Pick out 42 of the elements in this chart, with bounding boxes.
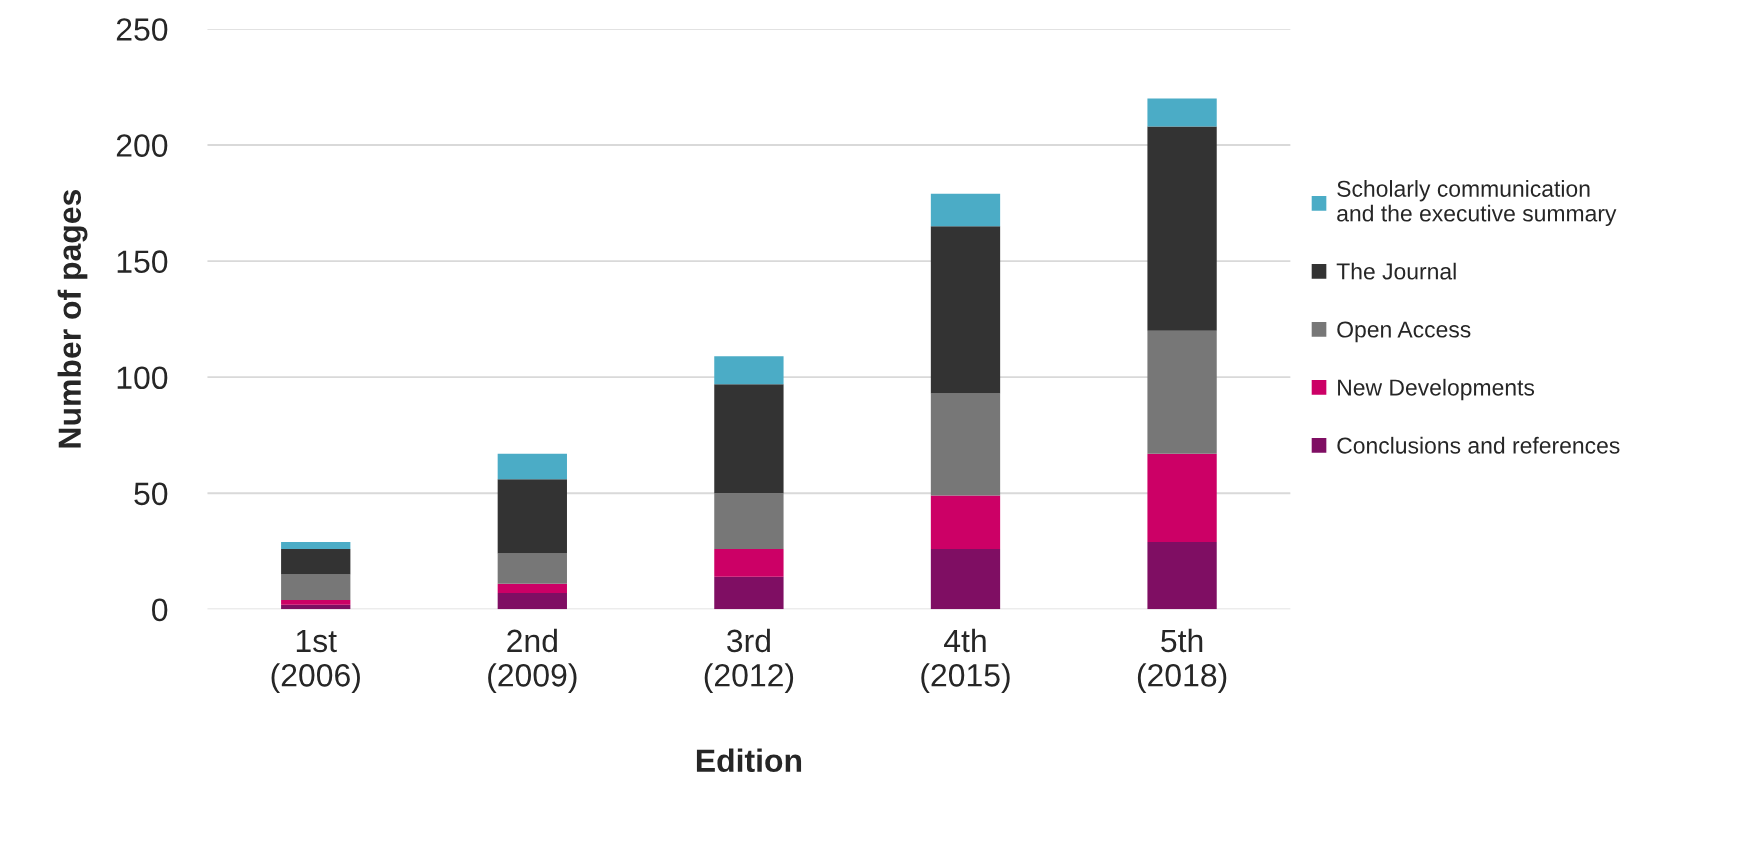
- bar: [281, 600, 351, 605]
- bar: [714, 548, 784, 577]
- bar: [930, 393, 1001, 496]
- bar: [714, 493, 784, 549]
- bar: [497, 583, 567, 594]
- bar: [1147, 453, 1217, 542]
- bar: [1147, 330, 1217, 454]
- legend-label: Scholarly communication and the executive summary: [1337, 180, 1617, 227]
- y-tick-label: 0: [152, 598, 168, 622]
- bar: [281, 574, 351, 601]
- y-tick-label: 100: [117, 366, 168, 390]
- y-tick-label: 250: [116, 18, 168, 41]
- y-tick-label: 50: [134, 482, 168, 506]
- legend-label: New Developments: [1338, 378, 1535, 401]
- bar: [281, 541, 351, 549]
- bar: [497, 553, 567, 584]
- bar: [714, 576, 784, 610]
- bar: [1147, 98, 1217, 127]
- x-axis-title: Edition: [696, 748, 802, 772]
- legend-label: Open Access: [1337, 321, 1471, 343]
- bar: [930, 193, 1001, 227]
- bar: [497, 593, 567, 610]
- legend-label: The Journal: [1336, 262, 1456, 280]
- y-tick-label: 200: [116, 134, 168, 157]
- bar: [714, 384, 784, 494]
- bar: [714, 356, 784, 385]
- bar: [930, 226, 1001, 394]
- x-tick-label: 1st (2006): [271, 629, 360, 693]
- x-tick-label: 2nd (2009): [488, 628, 577, 693]
- x-tick-label: 4th (2015): [921, 628, 1010, 693]
- x-tick-label: 5th (2018): [1137, 628, 1227, 693]
- bar: [497, 453, 567, 480]
- y-axis-title: Number of pages: [57, 189, 88, 448]
- x-tick-label: 3rd (2012): [704, 628, 794, 693]
- bar: [281, 548, 351, 575]
- legend-label: Conclusions and references: [1337, 436, 1620, 454]
- bar: [1147, 541, 1217, 610]
- y-tick-label: 150: [117, 250, 168, 273]
- bar: [930, 548, 1001, 610]
- bar: [930, 495, 1001, 549]
- bar: [1147, 126, 1217, 331]
- bar: [497, 479, 567, 554]
